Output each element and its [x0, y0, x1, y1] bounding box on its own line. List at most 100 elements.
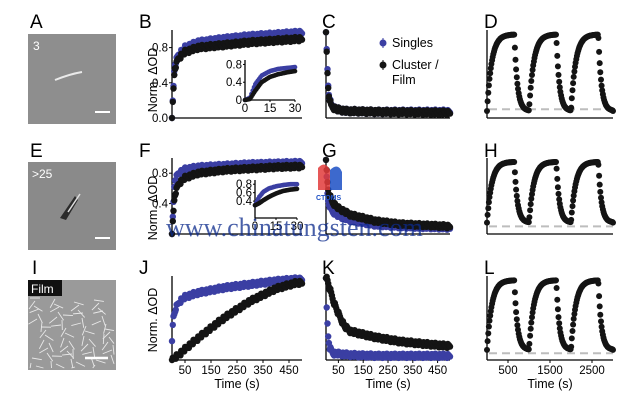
- plot-l-series-cluster: [512, 300, 519, 307]
- plot-f-inset-xtick-label: 15: [270, 221, 283, 233]
- film-fiber: [46, 352, 54, 362]
- plot-l-series-cluster: [570, 315, 577, 322]
- plot-b-ytick-label: 0.8: [152, 43, 168, 55]
- legend: Singles Cluster / Film: [379, 36, 439, 87]
- plot-d-series-cluster: [514, 80, 521, 87]
- plot-l-series-cluster: [568, 335, 575, 342]
- plot-b-series-cluster: [168, 114, 176, 122]
- film-fiber: [81, 335, 85, 346]
- plot-l-series-cluster: [597, 311, 604, 318]
- plot-c-series-cluster: [323, 48, 330, 55]
- film-fiber: [81, 325, 87, 336]
- plot-c-series-cluster: [322, 29, 330, 36]
- film-fiber: [53, 303, 64, 309]
- plot-k-series-singles: [446, 353, 454, 360]
- film-fiber: [71, 366, 76, 369]
- plot-l-series-cluster: [595, 280, 602, 287]
- plot-h-series-cluster: [512, 178, 519, 185]
- plot-d-series-cluster: [484, 108, 490, 114]
- plot-h-series-cluster: [556, 196, 563, 203]
- plot-h-series-cluster: [528, 195, 535, 202]
- plot-d-series-cluster: [512, 56, 519, 63]
- plot-h-series-cluster: [568, 216, 575, 223]
- plot-f-series-singles: [169, 213, 176, 220]
- film-fiber: [33, 305, 43, 312]
- plot-l-series-cluster: [514, 322, 521, 329]
- plot-l-series-cluster: [596, 303, 603, 310]
- plot-l-xtick-label: 500: [498, 365, 517, 377]
- y-axis-label-row3: Norm. ΔOD: [146, 288, 160, 353]
- plot-d-series-cluster: [511, 31, 518, 38]
- plot-d-series-cluster: [556, 78, 563, 85]
- plot-b-inset-xtick-label: 15: [264, 103, 277, 115]
- plot-g-series-cluster: [446, 224, 454, 231]
- plot-f-series-cluster: [172, 190, 179, 197]
- plot-b-inset-xtick-label: 30: [289, 103, 302, 115]
- plot-j-series-singles: [168, 337, 176, 345]
- plot-f-inset-xtick-label: 30: [291, 221, 304, 233]
- plot-l-series-cluster: [484, 346, 490, 353]
- film-fiber: [28, 318, 38, 325]
- plot-f: 0.40.80.40.60.80 15 30: [152, 157, 306, 238]
- plot-h-series-cluster: [484, 211, 491, 218]
- plot-b-inset-ytick-label: 0: [236, 95, 242, 107]
- plot-h-series-cluster: [511, 169, 518, 176]
- plot-l-series-cluster: [485, 330, 492, 337]
- plot-h-series-cluster: [553, 159, 559, 165]
- plot-h-series-cluster: [598, 194, 604, 201]
- plots: 0.00.40.800.40.80 15 300.40.80.40.60.80 15 3…: [152, 27, 616, 391]
- film-fiber: [64, 332, 75, 338]
- plot-d-series-cluster: [598, 82, 605, 89]
- plot-l-series-cluster: [529, 314, 535, 321]
- plot-d-series-cluster: [511, 44, 518, 51]
- plot-d-series-cluster: [569, 87, 576, 94]
- plot-f-series-cluster: [169, 218, 176, 225]
- micrograph-a-particle: [54, 71, 83, 81]
- plot-b-ytick-label: 0.4: [152, 78, 169, 90]
- film-fiber: [28, 300, 36, 310]
- film-fiber: [29, 308, 40, 314]
- plot-h-series-cluster: [597, 188, 604, 195]
- plot-l-series-cluster: [569, 328, 576, 334]
- plot-d-series-cluster: [598, 76, 604, 83]
- plot-d-series-cluster: [554, 52, 561, 59]
- plot-h-series-cluster: [513, 192, 520, 199]
- panel-label-h: H: [484, 141, 498, 162]
- panel-label-c: C: [322, 12, 336, 33]
- plot-d-series-cluster: [554, 63, 561, 70]
- plot-f-inset-xtick-label: 0: [252, 221, 258, 233]
- plot-l-series-cluster: [484, 338, 491, 345]
- plot-d-series-cluster: [568, 104, 575, 111]
- plot-h-series-cluster: [596, 172, 603, 179]
- micrograph-e: >25: [28, 162, 116, 250]
- plot-c-series-cluster: [446, 110, 454, 117]
- plot-d-series-cluster: [529, 66, 536, 73]
- plot-f-inset-ytick-label: 0.4: [236, 196, 253, 208]
- plot-l-series-cluster: [485, 323, 492, 330]
- plot-f-series-cluster: [170, 207, 177, 214]
- film-fiber: [80, 343, 89, 352]
- plot-h-series-cluster: [568, 209, 575, 216]
- plot-f-ytick-label: 0.8: [152, 168, 168, 180]
- plot-l-series-cluster: [527, 332, 534, 339]
- film-fiber: [31, 357, 42, 361]
- plot-l-series-cluster: [526, 340, 533, 347]
- plot-d-series-cluster: [610, 108, 616, 114]
- film-fiber: [92, 364, 96, 369]
- film-fiber: [102, 349, 113, 355]
- film-fiber: [51, 324, 62, 327]
- plot-d-series-cluster: [596, 60, 603, 67]
- plot-b-ytick-label: 0.0: [152, 113, 168, 125]
- film-fiber: [40, 321, 43, 332]
- panel-label-i: I: [32, 258, 37, 279]
- panel-label-k: K: [322, 258, 335, 279]
- plot-l-series-cluster: [487, 312, 494, 319]
- plot-l-xlabel: Time (s): [527, 377, 572, 391]
- plot-f-inset-series-singles: [294, 181, 300, 187]
- plot-d-series-cluster: [484, 98, 491, 105]
- watermark-logo-red: [318, 164, 330, 190]
- plot-h-series-cluster: [527, 207, 534, 214]
- plot-d-series-cluster: [529, 72, 535, 78]
- film-fiber: [104, 328, 115, 332]
